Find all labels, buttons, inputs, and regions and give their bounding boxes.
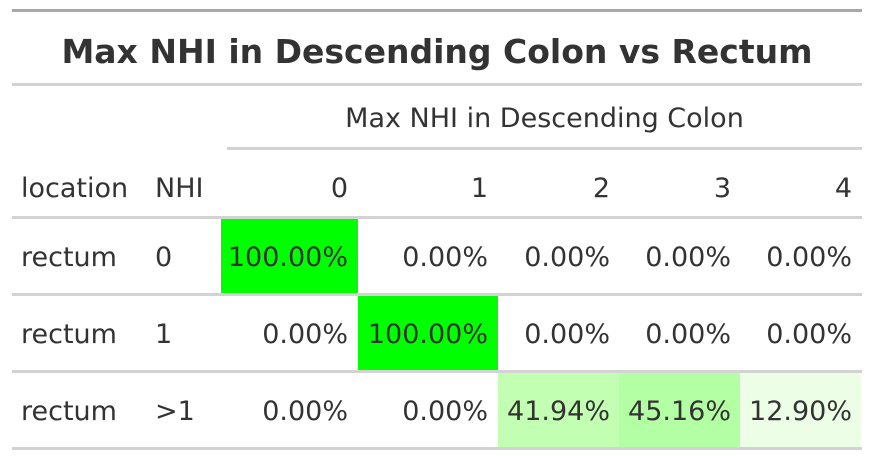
table-row: rectum >1 0.00% 0.00% 41.94% 45.16% 12.9… [12,373,862,447]
title-divider [12,83,862,86]
header-col-3: 3 [713,173,731,204]
table-row: rectum 0 100.00% 0.00% 0.00% 0.00% 0.00% [12,219,862,293]
header-divider [12,216,862,219]
spanner-label: Max NHI in Descending Colon [345,103,744,134]
header-nhi: NHI [155,173,204,204]
spanner-underline [227,147,862,150]
value-cell: 0.00% [358,373,498,447]
row-divider [12,370,862,373]
value-cell: 0.00% [740,296,861,370]
header-location: location [21,173,129,204]
table-title: Max NHI in Descending Colon vs Rectum [61,32,813,71]
header-col-2: 2 [592,173,610,204]
value-cell: 0.00% [498,219,619,293]
column-spanner: Max NHI in Descending Colon [12,86,862,150]
value-cell: 0.00% [498,296,619,370]
row-location: rectum [21,395,117,427]
value-cell: 41.94% [498,373,619,447]
value-cell: 0.00% [619,296,740,370]
value-cell: 100.00% [221,219,358,293]
row-nhi: 0 [155,241,173,273]
value-cell: 0.00% [740,219,861,293]
value-cell: 0.00% [221,296,358,370]
value-cell: 45.16% [619,373,740,447]
value-cell: 0.00% [358,219,498,293]
table-row: rectum 1 0.00% 100.00% 0.00% 0.00% 0.00% [12,296,862,370]
row-nhi: 1 [155,318,173,350]
summary-table: Max NHI in Descending Colon vs Rectum Ma… [12,9,862,450]
value-cell: 100.00% [358,296,498,370]
column-header-row: location NHI 0 1 2 3 4 [12,150,862,216]
bottom-border [12,447,862,450]
row-location: rectum [21,241,117,273]
top-border [12,9,862,12]
value-cell: 0.00% [221,373,358,447]
row-location: rectum [21,318,117,350]
row-divider [12,293,862,296]
value-cell: 0.00% [619,219,740,293]
row-nhi: >1 [155,395,195,427]
header-col-1: 1 [470,173,488,204]
value-cell: 12.90% [740,373,861,447]
header-col-0: 0 [330,173,348,204]
header-col-4: 4 [834,173,852,204]
